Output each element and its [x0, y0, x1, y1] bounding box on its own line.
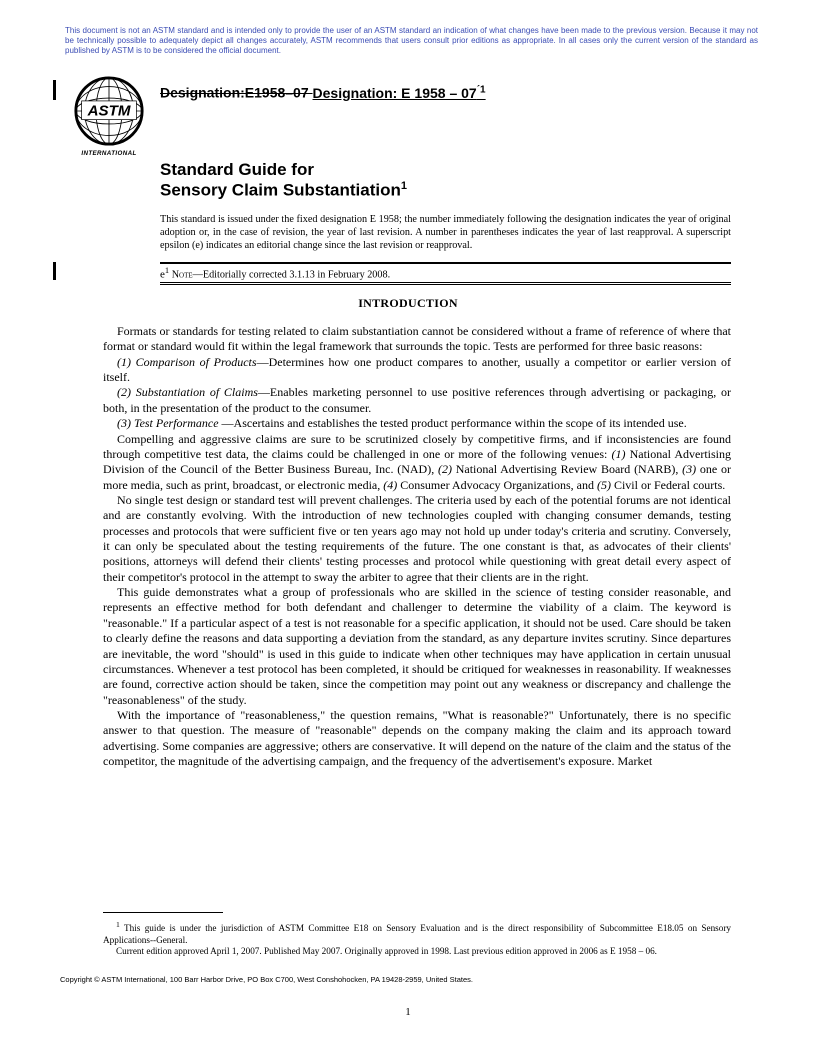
designation-epsilon: ´1 — [477, 84, 486, 95]
logo-international-label: INTERNATIONAL — [70, 150, 148, 157]
venue-2-num: (2) — [438, 462, 452, 476]
astm-logo: ASTM INTERNATIONAL — [70, 75, 148, 157]
document-title: Standard Guide for Sensory Claim Substan… — [160, 160, 407, 201]
venue-4: Consumer Advocacy Organizations, and — [397, 478, 597, 492]
astm-globe-icon: ASTM — [73, 75, 145, 147]
title-line-2: Sensory Claim Substantiation — [160, 181, 401, 200]
copyright-line: Copyright © ASTM International, 100 Barr… — [60, 975, 473, 984]
epsilon-editorial-note: e1 Note—Editorially corrected 3.1.13 in … — [160, 262, 731, 285]
venue-4-num: (4) — [383, 478, 397, 492]
designation-line: Designation:E1958–07 Designation: E 1958… — [160, 84, 486, 101]
intro-item-3: (3) Test Performance —Ascertains and est… — [103, 416, 731, 431]
designation-current: Designation: E 1958 – 07 — [313, 85, 477, 101]
intro-para-3: No single test design or standard test w… — [103, 493, 731, 585]
intro-para-1: Formats or standards for testing related… — [103, 324, 731, 355]
epsilon-sup: 1 — [165, 265, 169, 275]
intro-para-2: Compelling and aggressive claims are sur… — [103, 432, 731, 493]
introduction-heading: INTRODUCTION — [0, 296, 816, 311]
intro-para-5: With the importance of "reasonableness,"… — [103, 708, 731, 769]
venue-1-num: (1) — [611, 447, 625, 461]
footnote-separator — [103, 912, 223, 913]
footnote-1-text: This guide is under the jurisdiction of … — [103, 923, 731, 945]
intro-para-4: This guide demonstrates what a group of … — [103, 585, 731, 708]
svg-text:ASTM: ASTM — [87, 102, 131, 119]
page-number: 1 — [0, 1006, 816, 1018]
footnote-1: 1 This guide is under the jurisdiction o… — [103, 920, 731, 946]
change-bar-1 — [53, 80, 56, 100]
epsilon-note-text: —Editorially corrected 3.1.13 in Februar… — [193, 269, 390, 280]
epsilon-note-label: Note — [172, 269, 193, 280]
venue-3-num: (3) — [682, 462, 696, 476]
title-superscript: 1 — [401, 180, 407, 192]
intro-item-1: (1) Comparison of Products—Determines ho… — [103, 355, 731, 386]
designation-struck: Designation:E1958–07 — [160, 85, 313, 101]
item-2-label: (2) Substantiation of Claims — [117, 385, 258, 399]
item-3-label: (3) Test Performance — [117, 416, 222, 430]
footnote-block: 1 This guide is under the jurisdiction o… — [103, 920, 731, 958]
title-line-1: Standard Guide for — [160, 160, 407, 180]
venue-5: Civil or Federal courts. — [611, 478, 725, 492]
venue-2: National Advertising Review Board (NARB)… — [452, 462, 682, 476]
introduction-body: Formats or standards for testing related… — [103, 324, 731, 769]
item-3-text: —Ascertains and establishes the tested p… — [222, 416, 687, 430]
item-1-label: (1) Comparison of Products — [117, 355, 257, 369]
footnote-2: Current edition approved April 1, 2007. … — [103, 946, 731, 958]
venue-5-num: (5) — [597, 478, 611, 492]
intro-item-2: (2) Substantiation of Claims—Enables mar… — [103, 385, 731, 416]
change-bar-2 — [53, 262, 56, 280]
top-disclaimer: This document is not an ASTM standard an… — [65, 26, 758, 56]
standard-issuance-note: This standard is issued under the fixed … — [160, 213, 731, 252]
